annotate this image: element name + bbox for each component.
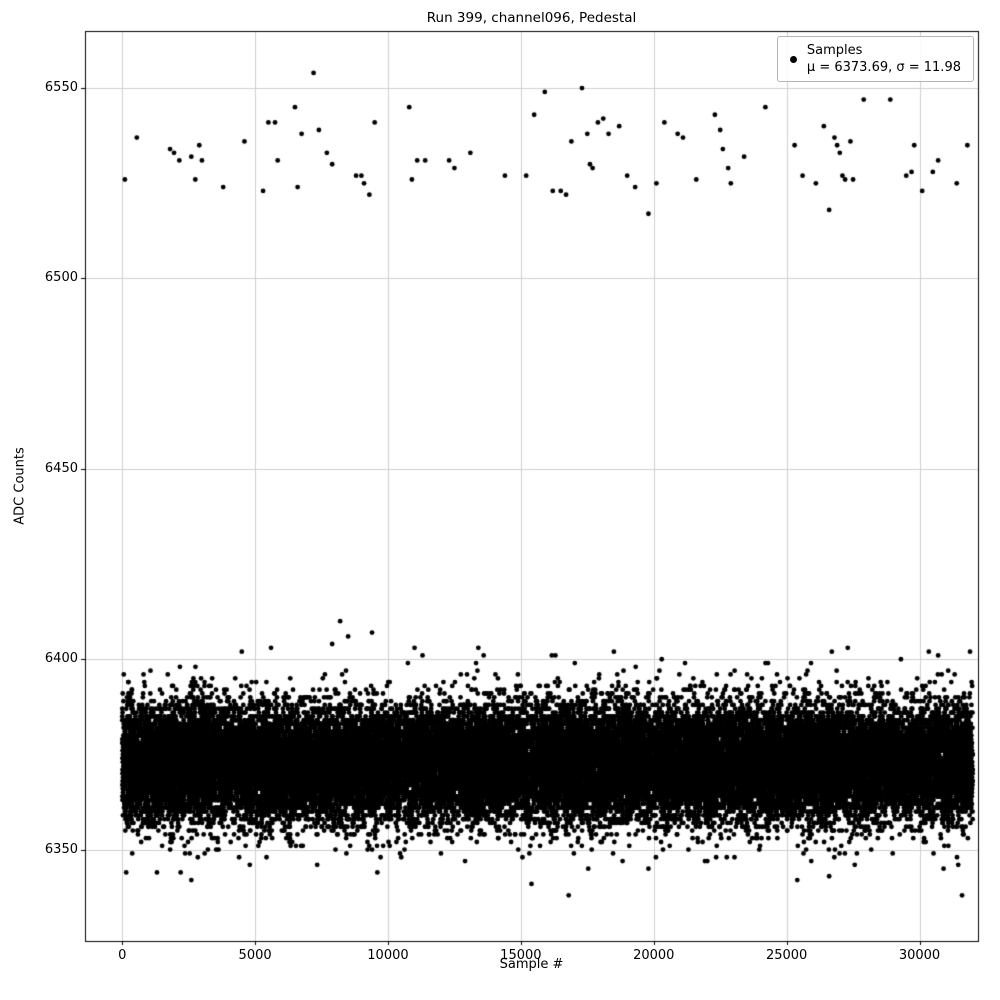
legend-sample-marker-icon bbox=[789, 55, 797, 63]
x-tick-label: 5000 bbox=[238, 948, 272, 963]
y-tick-label: 6500 bbox=[44, 270, 78, 286]
y-tick-label: 6450 bbox=[44, 460, 78, 476]
x-tick-label: 30000 bbox=[898, 948, 941, 963]
x-tick-label: 20000 bbox=[633, 948, 675, 963]
y-tick-label: 6350 bbox=[44, 841, 78, 857]
legend: Samples μ = 6373.69, σ = 11.98 bbox=[776, 36, 974, 82]
y-tick-label: 6550 bbox=[44, 80, 78, 96]
x-tick-label: 10000 bbox=[367, 948, 409, 963]
legend-label-stats: μ = 6373.69, σ = 11.98 bbox=[806, 60, 961, 75]
y-tick-label: 6400 bbox=[44, 651, 78, 667]
x-tick-label: 0 bbox=[118, 948, 127, 963]
x-tick-label: 25000 bbox=[765, 948, 808, 963]
legend-label-samples: Samples bbox=[806, 43, 863, 58]
x-tick-label: 15000 bbox=[500, 948, 542, 963]
